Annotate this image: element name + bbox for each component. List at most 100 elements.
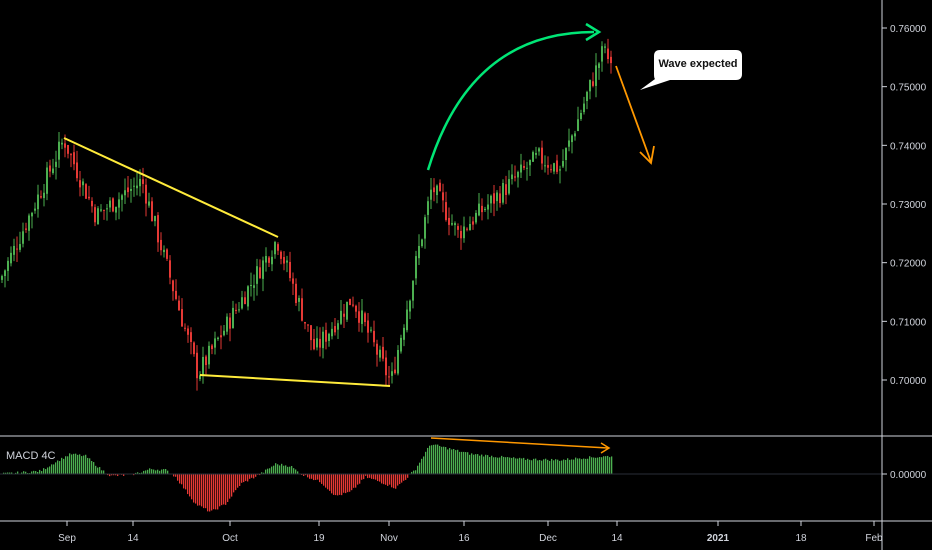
macd-bar (145, 470, 147, 474)
candle-body (142, 179, 144, 184)
macd-bar (599, 457, 601, 474)
price-axis[interactable]: 0.76000 0.75000 0.74000 0.73000 0.72000 0.710… (881, 0, 927, 550)
macd-bar (235, 474, 237, 491)
macd-bar (305, 474, 307, 476)
candle-body (481, 205, 483, 213)
candle-body (319, 338, 321, 348)
macd-bar (579, 458, 581, 474)
macd-bar (417, 465, 419, 474)
candle-body (109, 200, 111, 208)
candle-body (154, 216, 156, 222)
macd-bar (361, 474, 363, 480)
callout[interactable]: Wave expected (640, 50, 742, 90)
macd-bar (515, 458, 517, 474)
macd-bar (395, 474, 397, 489)
candle-body (67, 145, 69, 154)
candle-body (226, 316, 228, 332)
candle-body (586, 91, 588, 101)
macd-bar (255, 474, 257, 477)
macd-bar (445, 447, 447, 474)
macd-bar (95, 465, 97, 474)
candle-body (364, 313, 366, 323)
candle-body (304, 321, 306, 324)
macd-bar (115, 474, 117, 476)
macd-histogram (1, 444, 613, 512)
macd-bar (383, 474, 385, 485)
candle-body (580, 113, 582, 119)
forecast-arrow[interactable] (615, 65, 652, 163)
candle-body (238, 309, 240, 311)
price-candles (1, 38, 612, 391)
candle-body (334, 326, 336, 333)
upper-trendline[interactable] (63, 137, 279, 238)
macd-bar (103, 470, 105, 474)
macd-bar (373, 474, 375, 480)
macd-bar (221, 474, 223, 506)
macd-bar (227, 474, 229, 502)
candle-body (523, 165, 525, 168)
candle-body (97, 208, 99, 225)
macd-bar (487, 455, 489, 474)
macd-bar (205, 474, 207, 509)
macd-bar (63, 458, 65, 474)
candle-body (430, 189, 432, 200)
candle-body (328, 333, 330, 341)
candle-body (46, 167, 48, 194)
wave-arc-arrow[interactable] (426, 30, 595, 171)
macd-bar (529, 459, 531, 474)
macd-bar (81, 456, 83, 474)
macd-bar (573, 459, 575, 474)
candle-body (1, 276, 3, 280)
candle-body (454, 223, 456, 226)
candle-body (103, 209, 105, 211)
macd-bar (595, 457, 597, 474)
macd-bar (569, 459, 571, 474)
macd-bar (393, 474, 395, 489)
macd-bar (519, 457, 521, 474)
candle-body (382, 346, 384, 359)
candle-body (52, 168, 54, 174)
macd-bar (91, 460, 93, 474)
candle-body (166, 249, 168, 259)
macd-bar (251, 474, 253, 478)
candle-body (595, 65, 597, 86)
macd-bar (521, 458, 523, 474)
candle-body (355, 305, 357, 312)
candle-body (7, 260, 9, 271)
macd-bar (493, 457, 495, 474)
macd-bar (179, 474, 181, 484)
candle-body (274, 242, 276, 255)
candle-body (478, 203, 480, 216)
macd-bar (259, 474, 261, 476)
candle-body (508, 179, 510, 194)
candle-body (262, 260, 264, 279)
macd-bar (189, 474, 191, 497)
candle-body (511, 174, 513, 180)
macd-bar (253, 474, 255, 479)
candle-body (388, 376, 390, 378)
macd-bar (7, 472, 9, 474)
macd-bar (503, 456, 505, 474)
time-axis[interactable]: Sep 14 Oct 19 Nov 16 Dec 14 2021 18 Feb (0, 520, 932, 544)
candle-body (433, 187, 435, 193)
candle-body (424, 217, 426, 239)
lower-trendline[interactable] (199, 374, 391, 387)
candle-body (139, 178, 141, 187)
macd-bar (197, 474, 199, 506)
candle-body (310, 325, 312, 341)
macd-bar (483, 456, 485, 474)
candle-body (499, 193, 501, 204)
candle-body (307, 324, 309, 326)
candle-body (583, 103, 585, 113)
macd-bar (71, 454, 73, 474)
macd-bar (397, 474, 399, 486)
macd-bar (439, 445, 441, 474)
macd-bar (319, 474, 321, 483)
time-axis-ticks: Sep 14 Oct 19 Nov 16 Dec 14 2021 18 Feb (58, 521, 883, 544)
macd-trendline[interactable] (430, 437, 609, 449)
candle-body (202, 356, 204, 375)
macd-bar (243, 474, 245, 483)
candle-body (31, 212, 33, 217)
macd-bar (167, 470, 169, 474)
macd-bar (331, 474, 333, 494)
